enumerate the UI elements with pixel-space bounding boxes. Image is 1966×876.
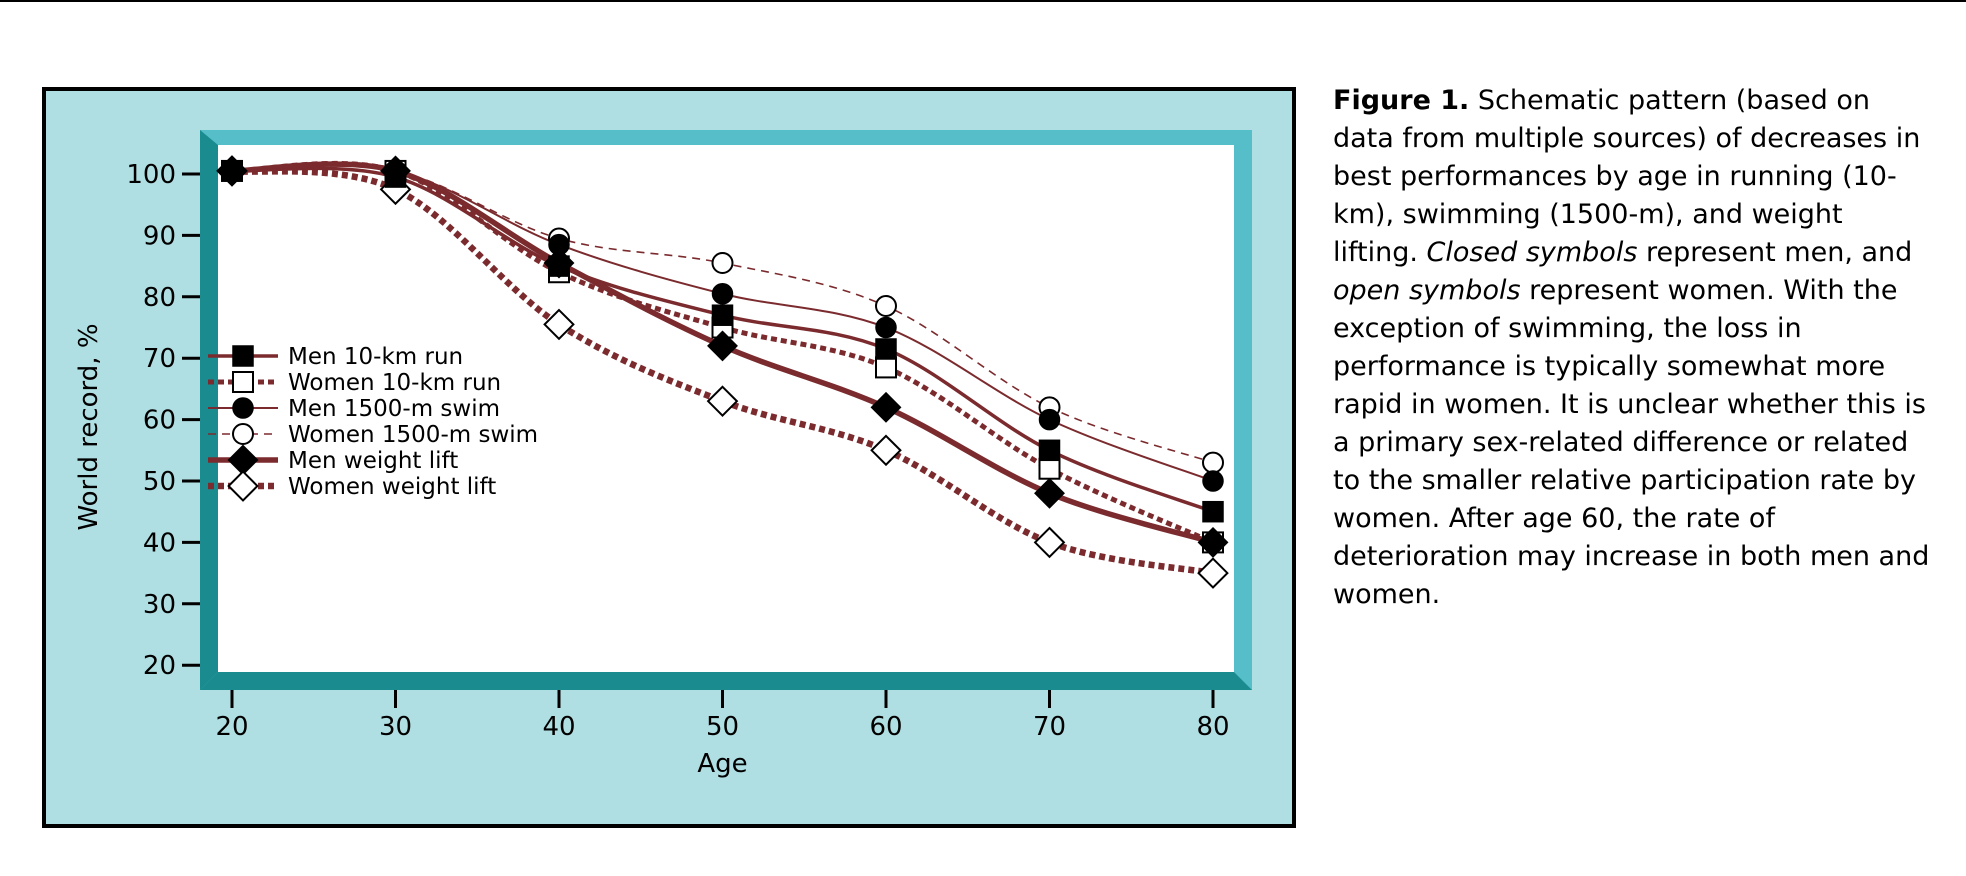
- series-5-point: [1034, 477, 1065, 509]
- series-3-point: [711, 282, 734, 305]
- caption-text-3: represent women. With the exception of s…: [1333, 275, 1930, 610]
- x-tick-label: 60: [869, 712, 902, 742]
- x-tick-label: 30: [379, 712, 412, 742]
- series-5-point: [1197, 526, 1229, 558]
- series-3-point: [1202, 470, 1224, 492]
- y-tick-label: 60: [143, 406, 176, 436]
- legend-label: Men 1500-m swim: [288, 396, 500, 422]
- series-1-point: [875, 338, 897, 360]
- legend-label: Men 10-km run: [288, 344, 463, 370]
- plot-frame-left-shade: [200, 130, 218, 690]
- series-6-point: [870, 434, 902, 467]
- series-2-point: [875, 356, 897, 379]
- x-tick-label: 40: [542, 712, 575, 742]
- legend-marker: [232, 345, 254, 367]
- series-6-point: [1033, 526, 1066, 559]
- series-5-point: [216, 155, 248, 187]
- legend-label: Men weight lift: [288, 448, 458, 474]
- caption-closed-symbols: Closed symbols: [1426, 237, 1638, 268]
- y-axis-title: World record, %: [74, 323, 104, 530]
- series-1-point: [1202, 500, 1224, 523]
- x-axis-title: Age: [697, 749, 747, 779]
- series-2-point: [1038, 457, 1061, 480]
- legend-marker: [232, 423, 254, 445]
- series-4-point: [875, 295, 897, 318]
- series-1-point: [1038, 439, 1061, 462]
- y-tick-label: 80: [143, 283, 176, 313]
- legend-marker: [232, 371, 254, 393]
- series-5-point: [707, 330, 738, 362]
- chart-panel: 20 30 40 50 60 70 80 90 100 20 30 40 50 60 70 80 Age Worl…: [42, 87, 1296, 828]
- y-tick-label: 50: [143, 467, 176, 497]
- figure-caption: Figure 1. Schematic pattern (based on da…: [1333, 82, 1933, 614]
- caption-text-2: represent men, and: [1637, 237, 1913, 268]
- series-5-point: [543, 247, 575, 279]
- y-tick-label: 70: [143, 344, 176, 374]
- legend-label: Women weight lift: [288, 474, 496, 500]
- y-tick-label: 30: [143, 590, 176, 620]
- series-3-point: [875, 316, 897, 339]
- series-6-point: [1197, 557, 1229, 589]
- x-tick-label: 20: [215, 712, 248, 742]
- plot-frame-bottom-shade: [200, 672, 1252, 690]
- y-tick-label: 100: [126, 160, 176, 190]
- series-6-point: [543, 308, 575, 341]
- x-tick-label: 70: [1033, 712, 1066, 742]
- legend-marker: [227, 470, 259, 502]
- legend-label: Women 1500-m swim: [288, 422, 538, 448]
- y-tick-label: 40: [143, 528, 176, 558]
- top-rule: [0, 0, 1966, 2]
- series-3-point: [1038, 408, 1061, 431]
- series-5-point: [870, 391, 902, 423]
- series-4-point: [711, 252, 734, 275]
- series-6-point: [706, 385, 739, 417]
- x-tick-label: 50: [706, 712, 739, 742]
- caption-label: Figure 1.: [1333, 85, 1470, 116]
- y-tick-label: 20: [143, 651, 176, 681]
- y-tick-label: 90: [143, 221, 176, 251]
- series-4-point: [1202, 451, 1224, 474]
- caption-open-symbols: open symbols: [1333, 275, 1521, 306]
- series-5-point: [380, 155, 411, 187]
- legend-label: Women 10-km run: [288, 370, 501, 396]
- legend-marker: [232, 397, 254, 419]
- caption-text-1: Schematic pattern (based on data from mu…: [1333, 85, 1921, 268]
- x-tick-label: 80: [1196, 712, 1229, 742]
- line-chart: 20 30 40 50 60 70 80 90 100 20 30 40 50 60 70 80 Age Worl…: [42, 87, 1296, 828]
- series-1-point: [711, 304, 734, 326]
